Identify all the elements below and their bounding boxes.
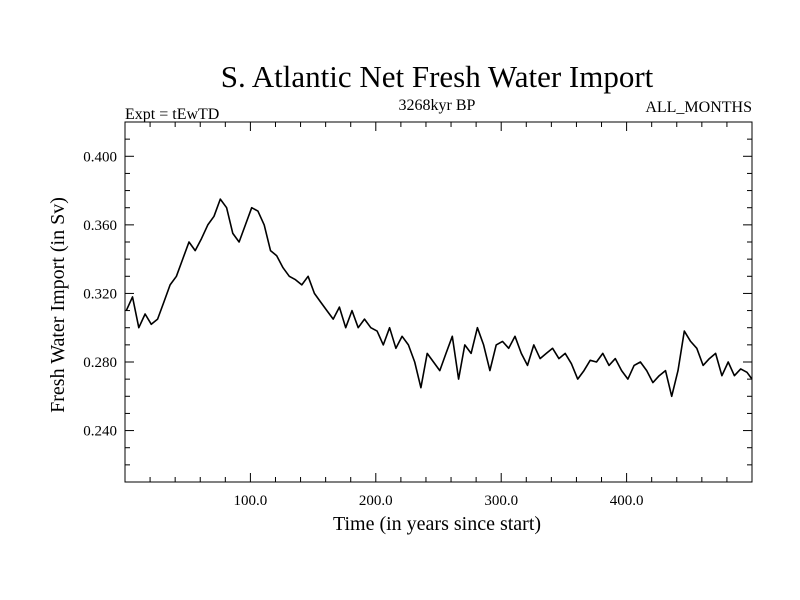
x-axis-label: Time (in years since start) [333, 513, 541, 535]
y-tick-label: 0.280 [83, 355, 117, 371]
subtitle-center: 3268kyr BP [399, 97, 476, 114]
y-tick-label: 0.400 [83, 149, 117, 165]
plot-frame [124, 121, 753, 483]
series-line [125, 198, 753, 398]
subtitle-left: Expt = tEwTD [125, 106, 219, 123]
y-tick-label: 0.360 [83, 218, 117, 234]
y-tick-label: 0.320 [83, 286, 117, 302]
y-tick-label: 0.240 [83, 424, 117, 440]
y-tick-labels: 0.240 0.280 0.320 0.360 0.400 [83, 149, 117, 439]
axis-ticks [125, 122, 752, 482]
chart-title: S. Atlantic Net Fresh Water Import [221, 59, 654, 94]
x-tick-label: 100.0 [234, 493, 268, 509]
y-axis-label: Fresh Water Import (in Sv) [47, 197, 69, 413]
x-tick-label: 200.0 [359, 493, 393, 509]
x-tick-label: 400.0 [610, 493, 644, 509]
x-tick-labels: 100.0 200.0 300.0 400.0 [234, 493, 644, 509]
subtitle-right: ALL_MONTHS [645, 99, 752, 116]
x-tick-label: 300.0 [484, 493, 518, 509]
